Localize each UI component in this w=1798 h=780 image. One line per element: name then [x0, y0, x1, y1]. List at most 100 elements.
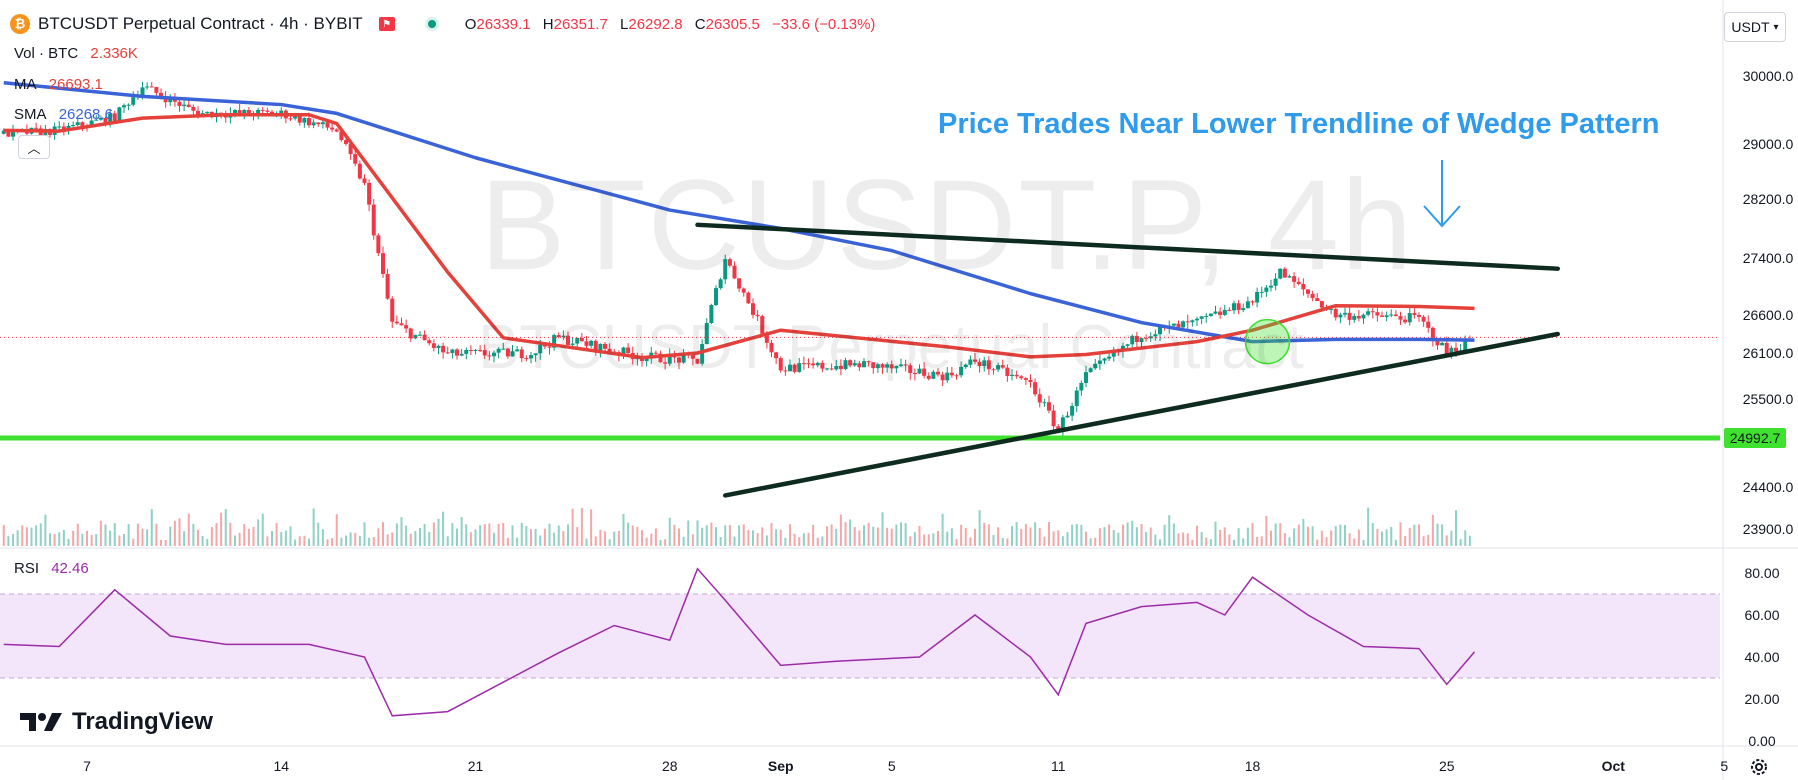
- volume-bar: [997, 527, 1000, 546]
- candle-body: [413, 334, 418, 339]
- candle-body: [186, 104, 191, 107]
- candle-body: [482, 350, 487, 356]
- time-tick-label: 5: [1720, 758, 1728, 774]
- volume-legend[interactable]: Vol · BTC 2.336K: [14, 45, 138, 62]
- tradingview-logo[interactable]: TradingView: [20, 708, 213, 736]
- volume-bar: [835, 528, 838, 546]
- gear-icon[interactable]: [1748, 756, 1770, 778]
- volume-bar: [488, 523, 491, 546]
- volume-bar: [761, 527, 764, 546]
- candle-body: [603, 343, 607, 349]
- volume-bar: [437, 518, 440, 546]
- candle-body: [6, 130, 11, 137]
- candle-body: [145, 86, 150, 88]
- volume-bar: [1431, 514, 1434, 546]
- volume-bar: [687, 520, 690, 546]
- volume-bar: [294, 539, 297, 546]
- candle-body: [1306, 289, 1310, 294]
- candle-body: [838, 365, 843, 370]
- volume-bar: [826, 526, 828, 546]
- time-tick-label: 18: [1245, 758, 1261, 774]
- flag-icon[interactable]: ⚑: [378, 17, 395, 31]
- rsi-tick-label: 0.00: [1748, 733, 1775, 749]
- candle-body: [769, 342, 774, 353]
- candle-body: [783, 370, 788, 372]
- currency-selector[interactable]: USDT ▾: [1724, 12, 1786, 42]
- candle-body: [700, 344, 705, 364]
- candle-body: [293, 115, 298, 119]
- candle-body: [741, 288, 746, 293]
- volume-bar: [220, 512, 223, 546]
- candle-body: [140, 87, 145, 96]
- candle-body: [154, 87, 159, 93]
- candle-body: [658, 353, 663, 363]
- ma-legend[interactable]: MA 26693.1: [14, 76, 103, 93]
- volume-bar: [530, 529, 532, 546]
- volume-bar: [1362, 539, 1365, 546]
- candle-body: [732, 265, 737, 279]
- candle-body: [1444, 342, 1449, 355]
- candle-body: [103, 117, 108, 124]
- candle-body: [431, 343, 436, 348]
- candle-body: [34, 127, 39, 129]
- candle-body: [1023, 378, 1028, 380]
- volume-bar: [585, 538, 588, 546]
- volume-bar: [682, 536, 685, 546]
- candle-body: [1384, 315, 1389, 317]
- volume-bar: [419, 528, 421, 546]
- candle-body: [1088, 368, 1093, 373]
- candle-body: [1352, 316, 1357, 320]
- volume-bar: [839, 514, 842, 546]
- candle-body: [524, 358, 529, 360]
- candle-body: [445, 352, 450, 354]
- rsi-legend[interactable]: RSI 42.46: [14, 560, 89, 577]
- volume-bar: [890, 528, 893, 546]
- candle-body: [542, 344, 547, 347]
- candle-body: [279, 110, 284, 114]
- candle-body: [11, 129, 15, 137]
- candle-body: [1019, 376, 1024, 379]
- volume-bar: [724, 525, 727, 546]
- volume-bar: [271, 531, 273, 546]
- symbol-title[interactable]: BTCUSDT Perpetual Contract · 4h · BYBIT: [38, 14, 363, 33]
- volume-bar: [363, 522, 366, 546]
- volume-bar: [543, 528, 546, 546]
- candle-body: [945, 372, 950, 381]
- chart-header: ₿ BTCUSDT Perpetual Contract · 4h · BYBI…: [10, 10, 883, 38]
- volume-bar: [710, 522, 713, 546]
- candle-body: [894, 365, 899, 369]
- market-status-icon[interactable]: [424, 17, 439, 31]
- volume-bar: [428, 532, 431, 546]
- volume-bar: [1223, 527, 1226, 546]
- collapse-legend-button[interactable]: ︿: [18, 135, 50, 159]
- volume-bar: [594, 536, 597, 546]
- time-tick-label: 21: [468, 758, 484, 774]
- candle-body: [996, 365, 1001, 370]
- candle-body: [857, 363, 862, 368]
- volume-bar: [1390, 526, 1393, 546]
- volume-bar: [608, 539, 611, 546]
- candle-body: [519, 349, 524, 359]
- volume-bar: [469, 532, 472, 546]
- candle-body: [510, 351, 515, 357]
- volume-bar: [1103, 527, 1106, 546]
- close-value: 26305.5: [705, 15, 760, 33]
- volume-bar: [636, 526, 639, 546]
- candle-body: [1227, 309, 1232, 311]
- candle-body: [1430, 327, 1435, 341]
- price-tick-label: 29000.0: [1743, 136, 1794, 152]
- volume-bar: [886, 527, 889, 546]
- price-tick-label: 27400.0: [1743, 250, 1794, 266]
- volume-bar: [1020, 528, 1023, 546]
- candle-body: [98, 117, 103, 120]
- candle-body: [1, 130, 6, 134]
- volume-bar: [1353, 538, 1356, 546]
- candle-body: [690, 355, 695, 359]
- candle-body: [357, 163, 362, 179]
- volume-bar: [1191, 539, 1194, 546]
- volume-bar: [400, 517, 403, 546]
- sma-legend[interactable]: SMA 26268.6: [14, 106, 113, 123]
- upper-trendline: [695, 222, 1560, 271]
- volume-bar: [987, 524, 990, 546]
